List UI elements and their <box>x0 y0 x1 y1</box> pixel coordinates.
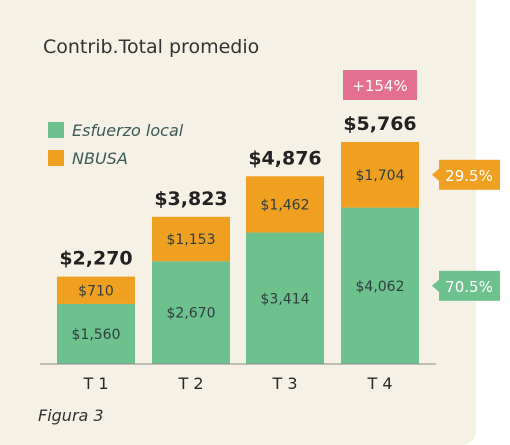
callout-box-esfuerzo-local <box>439 270 500 301</box>
total-label-t-4: $5,766 <box>343 113 416 135</box>
bar-nbusa-t-3 <box>246 176 324 233</box>
bar-esfuerzo-local-t-4 <box>341 207 419 364</box>
total-label-t-2: $3,823 <box>154 188 227 210</box>
legend-swatch-esfuerzo-local <box>48 122 64 138</box>
bar-label-esfuerzo-local-t-4: $4,062 <box>356 279 405 295</box>
bar-nbusa-t-2 <box>152 216 230 262</box>
bar-label-nbusa-t-2: $1,153 <box>167 232 216 248</box>
total-label-t-1: $2,270 <box>59 248 132 270</box>
bar-label-esfuerzo-local-t-3: $3,414 <box>261 291 310 307</box>
legend: Esfuerzo local NBUSA <box>48 121 184 168</box>
x-tick-labels: T 1 T 2 T 3 T 4 <box>82 374 392 393</box>
x-tick-t-4: T 4 <box>366 374 392 393</box>
callout-text-esfuerzo-local: 70.5% <box>445 278 493 296</box>
bar-esfuerzo-local-t-1 <box>57 303 135 364</box>
growth-badge-text: +154% <box>352 77 407 95</box>
x-tick-t-1: T 1 <box>82 374 108 393</box>
figure-caption: Figura 3 <box>38 406 104 425</box>
callout-text-nbusa: 29.5% <box>445 167 493 185</box>
bar-esfuerzo-local-t-3 <box>246 232 324 364</box>
bar-nbusa-t-1 <box>57 276 135 304</box>
bars-group: $1,560 $710 $2,270 $2,670 $1,153 $3,823 $3,414… <box>57 113 419 364</box>
callout-pointer-esfuerzo-local <box>432 278 440 293</box>
legend-swatch-nbusa <box>48 150 64 166</box>
legend-label-nbusa: NBUSA <box>72 149 128 168</box>
bar-label-esfuerzo-local-t-1: $1,560 <box>72 327 121 343</box>
bar-label-esfuerzo-local-t-2: $2,670 <box>167 306 216 322</box>
growth-badge <box>343 70 417 100</box>
bar-label-nbusa-t-4: $1,704 <box>356 168 405 184</box>
total-label-t-3: $4,876 <box>248 147 321 169</box>
chart-title: Contrib.Total promedio <box>43 36 259 58</box>
x-tick-t-2: T 2 <box>177 374 203 393</box>
bar-label-nbusa-t-1: $710 <box>78 283 114 299</box>
callout-box-nbusa <box>439 159 500 190</box>
x-tick-t-3: T 3 <box>271 374 297 393</box>
callout-pointer-nbusa <box>432 167 440 182</box>
bar-label-nbusa-t-3: $1,462 <box>261 197 310 213</box>
annotations: +154% 29.5% 70.5% <box>343 70 500 301</box>
bar-esfuerzo-local-t-2 <box>152 261 230 364</box>
bar-nbusa-t-4 <box>341 142 419 208</box>
legend-label-esfuerzo-local: Esfuerzo local <box>72 121 184 140</box>
